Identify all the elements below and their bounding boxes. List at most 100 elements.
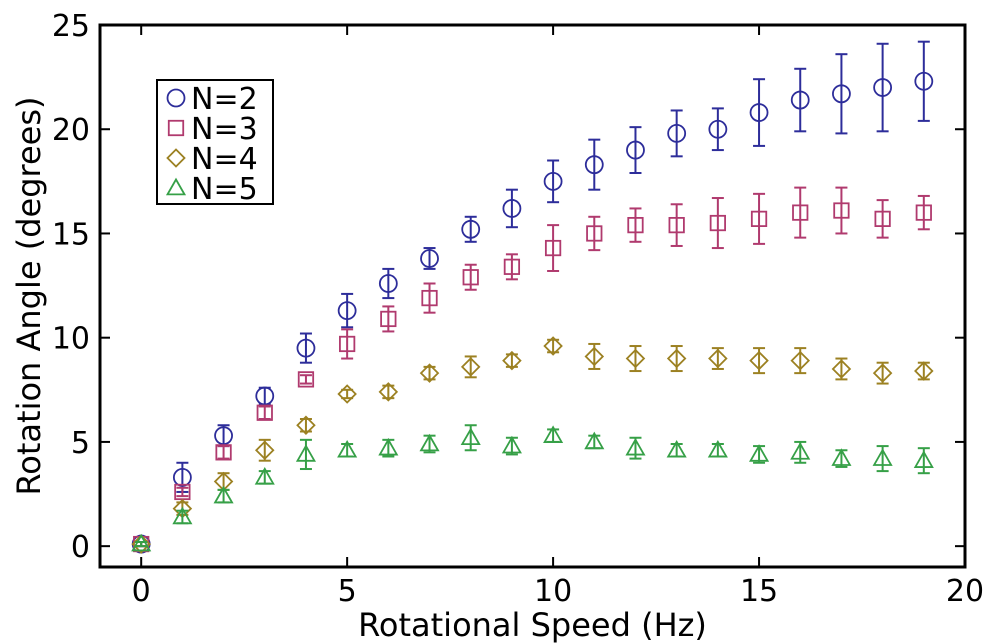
data-point xyxy=(462,269,479,286)
legend-label: N=4 xyxy=(191,142,258,177)
data-point xyxy=(461,219,481,239)
data-point xyxy=(380,310,397,328)
data-point xyxy=(832,84,851,104)
data-point xyxy=(749,103,769,122)
x-tick-label: 0 xyxy=(132,574,151,609)
x-tick-label: 5 xyxy=(338,574,357,609)
data-point xyxy=(295,444,317,462)
data-point xyxy=(709,214,726,232)
legend-label: N=2 xyxy=(191,82,258,117)
series-n-2 xyxy=(131,40,934,554)
data-point xyxy=(337,384,357,404)
data-point xyxy=(872,363,893,383)
data-point xyxy=(543,171,563,191)
data-point xyxy=(668,216,685,234)
y-tick-label: 25 xyxy=(52,9,90,44)
data-point xyxy=(584,155,604,175)
data-point xyxy=(297,371,315,388)
data-point xyxy=(378,382,399,402)
data-point xyxy=(420,249,439,268)
data-point xyxy=(625,348,646,369)
data-point xyxy=(172,467,192,487)
legend-label: N=5 xyxy=(191,172,258,207)
legend-box xyxy=(156,79,274,205)
legend-label: N=3 xyxy=(191,112,258,147)
data-point xyxy=(503,258,521,275)
data-point xyxy=(421,289,438,307)
data-point xyxy=(502,350,522,371)
data-point xyxy=(873,78,893,97)
data-point xyxy=(708,119,728,139)
data-point xyxy=(792,204,809,221)
x-tick-label: 15 xyxy=(740,574,778,609)
data-point xyxy=(584,346,605,367)
data-point xyxy=(708,348,728,369)
y-tick-label: 20 xyxy=(52,113,90,148)
data-point xyxy=(748,444,770,462)
x-tick-label: 10 xyxy=(534,574,572,609)
data-point xyxy=(544,239,562,257)
data-point xyxy=(666,348,687,369)
legend-marker xyxy=(166,88,186,108)
data-point xyxy=(378,437,399,456)
data-point xyxy=(339,335,356,353)
data-point xyxy=(790,442,811,460)
series-n-4 xyxy=(131,336,934,554)
data-point xyxy=(214,426,233,446)
data-point xyxy=(790,350,811,371)
data-point xyxy=(707,439,728,458)
data-point xyxy=(296,338,316,358)
data-point xyxy=(914,71,934,91)
data-point xyxy=(543,336,563,356)
data-series xyxy=(131,40,934,554)
data-point xyxy=(256,404,273,421)
data-point xyxy=(790,90,810,110)
data-point xyxy=(215,444,232,461)
data-point xyxy=(213,485,234,504)
y-tick-label: 10 xyxy=(52,322,90,357)
data-point xyxy=(419,433,440,452)
data-point xyxy=(254,440,275,461)
data-point xyxy=(255,386,275,406)
data-point xyxy=(750,210,768,227)
data-point xyxy=(131,533,152,552)
data-point xyxy=(501,435,522,454)
data-point xyxy=(833,202,850,219)
data-point xyxy=(584,431,605,450)
data-point xyxy=(460,427,481,446)
x-axis-label: Rotational Speed (Hz) xyxy=(358,606,707,643)
data-point xyxy=(627,216,644,234)
data-point xyxy=(666,439,687,458)
data-point xyxy=(831,448,852,466)
data-point xyxy=(914,361,934,381)
data-point xyxy=(872,448,893,466)
x-tick-label: 20 xyxy=(946,574,984,609)
legend-marker xyxy=(166,148,186,168)
legend-marker xyxy=(165,177,187,196)
series-n-3 xyxy=(133,186,932,553)
y-axis-label: Rotation Angle (degrees) xyxy=(10,96,48,495)
data-point xyxy=(625,437,646,456)
legend: N=2N=3N=4N=5 xyxy=(156,79,274,207)
data-point xyxy=(254,467,275,485)
plot-area-frame xyxy=(98,23,967,569)
data-point xyxy=(502,199,522,218)
data-point xyxy=(419,363,440,383)
data-point xyxy=(626,140,645,160)
y-tick-label: 0 xyxy=(71,530,90,565)
axis-ticks: 0 5 10 15 20 0 5 10 15 20 25 xyxy=(52,9,984,609)
data-point xyxy=(172,506,193,525)
legend-marker xyxy=(167,119,185,137)
data-point xyxy=(749,350,769,371)
data-point xyxy=(667,123,687,143)
data-point xyxy=(337,439,358,458)
y-tick-label: 5 xyxy=(71,426,90,461)
data-point xyxy=(337,301,357,320)
data-point xyxy=(296,415,316,436)
data-point xyxy=(460,357,481,377)
y-tick-label: 15 xyxy=(52,217,90,252)
data-point xyxy=(378,274,398,293)
data-point xyxy=(831,359,852,379)
data-point xyxy=(913,450,934,468)
